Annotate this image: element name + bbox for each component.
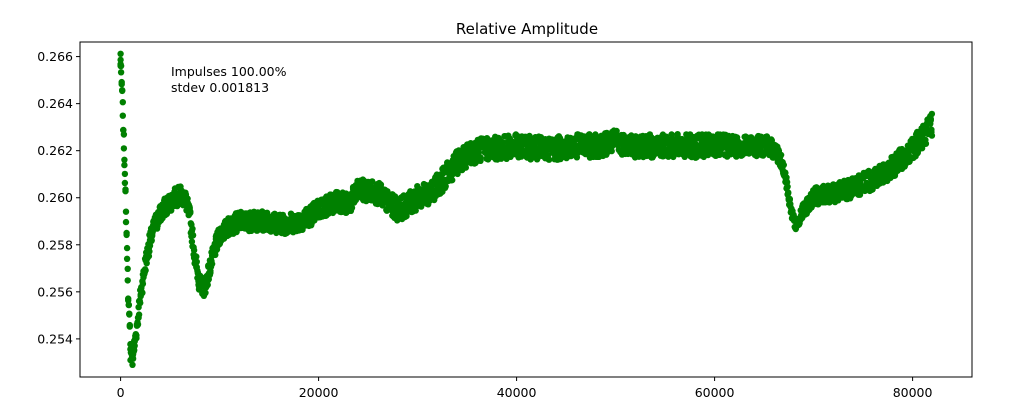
data-point	[188, 238, 196, 245]
y-tick-label: 0.264	[37, 96, 73, 111]
data-point	[127, 356, 134, 364]
data-point	[126, 311, 133, 318]
data-point	[928, 110, 936, 118]
data-point	[545, 156, 553, 163]
x-tick-label: 20000	[299, 385, 339, 400]
x-axis: 0 20000 40000 60000 80000	[117, 377, 933, 400]
data-point	[403, 212, 410, 220]
x-tick-label: 60000	[695, 385, 735, 400]
data-point	[148, 237, 155, 244]
data-point	[189, 232, 197, 239]
data-point	[777, 151, 785, 159]
data-point	[143, 260, 150, 267]
data-point	[123, 244, 131, 252]
data-point	[120, 131, 128, 138]
data-point	[139, 280, 147, 287]
y-tick-label: 0.256	[37, 284, 73, 299]
data-point	[208, 260, 216, 268]
data-point	[928, 132, 936, 139]
y-tick-label: 0.266	[37, 49, 73, 64]
data-point	[856, 191, 864, 198]
data-point	[137, 299, 144, 307]
data-point	[118, 81, 125, 88]
data-point	[146, 242, 154, 249]
data-point	[704, 151, 712, 159]
data-point	[785, 189, 792, 197]
data-point	[928, 126, 935, 133]
data-point	[454, 170, 461, 178]
data-point	[139, 289, 146, 296]
data-point	[117, 62, 124, 70]
data-point	[124, 277, 131, 284]
data-point	[202, 289, 209, 296]
y-tick-label: 0.262	[37, 143, 73, 158]
chart-title: Relative Amplitude	[456, 20, 598, 38]
data-point	[927, 117, 934, 124]
series-0-points	[117, 50, 936, 368]
data-point	[121, 156, 128, 163]
annotation-impulses: Impulses 100.00%	[171, 64, 287, 79]
plot-frame	[79, 41, 973, 378]
data-point	[193, 253, 200, 260]
data-point	[119, 112, 127, 119]
data-point	[412, 207, 419, 214]
data-point	[133, 335, 140, 342]
x-tick-label: 0	[117, 385, 125, 400]
data-point	[121, 161, 128, 169]
data-point	[135, 311, 143, 318]
x-tick-label: 80000	[893, 385, 933, 400]
y-tick-label: 0.254	[37, 331, 73, 346]
data-point	[126, 323, 133, 330]
data-point	[123, 255, 131, 262]
y-tick-label: 0.260	[37, 190, 73, 205]
data-point	[784, 183, 791, 190]
data-point	[123, 231, 130, 239]
y-axis: 0.254 0.256 0.258 0.260 0.262 0.264 0.266	[37, 49, 80, 346]
data-point	[117, 50, 124, 57]
data-point	[608, 147, 615, 155]
data-point	[475, 149, 483, 156]
data-point	[184, 195, 191, 202]
data-point	[477, 157, 484, 164]
data-point	[207, 269, 214, 276]
data-point	[122, 188, 129, 195]
data-point	[369, 178, 376, 185]
data-point	[117, 69, 125, 76]
data-point	[189, 225, 196, 232]
data-point	[462, 164, 469, 171]
data-point	[134, 321, 142, 328]
data-point	[121, 179, 129, 187]
data-point	[524, 151, 532, 158]
data-point	[442, 183, 449, 190]
data-point	[190, 247, 198, 254]
data-point	[922, 140, 930, 147]
data-point	[122, 218, 130, 226]
data-point	[449, 176, 456, 184]
data-point	[119, 99, 127, 106]
data-point	[146, 248, 153, 255]
data-point	[869, 186, 876, 193]
data-point	[187, 209, 194, 217]
x-tick-label: 40000	[497, 385, 537, 400]
data-point	[142, 267, 149, 274]
data-point	[193, 258, 200, 265]
data-point	[120, 145, 128, 152]
data-point	[122, 208, 130, 215]
data-point	[780, 161, 787, 169]
data-point	[865, 167, 872, 175]
data-point	[125, 301, 132, 308]
data-point	[119, 87, 126, 94]
data-series-layer	[117, 50, 936, 368]
data-point	[348, 204, 356, 211]
y-tick-label: 0.258	[37, 237, 73, 252]
data-point	[121, 170, 129, 178]
data-point	[124, 265, 131, 272]
annotation-stdev: stdev 0.001813	[171, 80, 269, 95]
data-point	[131, 342, 138, 349]
data-point	[204, 281, 211, 289]
